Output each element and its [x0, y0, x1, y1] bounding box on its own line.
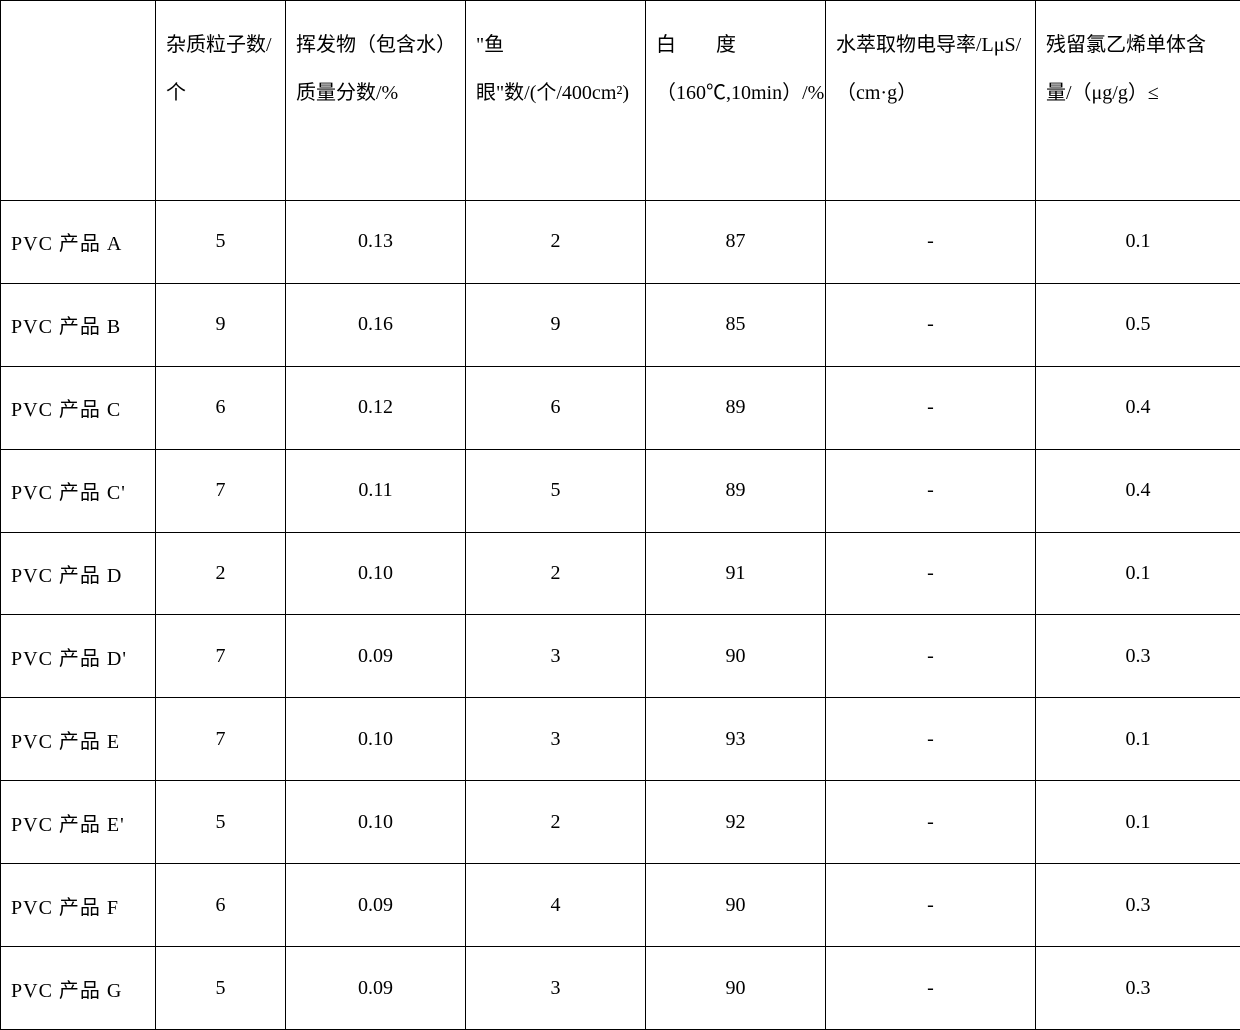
- cell: -: [826, 698, 1036, 781]
- table-body: PVC 产品 A 5 0.13 2 87 - 0.1 PVC 产品 B 9 0.…: [1, 201, 1240, 1030]
- cell: 6: [156, 366, 286, 449]
- table-row: PVC 产品 E 7 0.10 3 93 - 0.1: [1, 698, 1240, 781]
- cell: -: [826, 532, 1036, 615]
- cell: -: [826, 781, 1036, 864]
- cell: 0.1: [1036, 201, 1240, 284]
- cell: 0.5: [1036, 283, 1240, 366]
- cell: -: [826, 201, 1036, 284]
- cell: 2: [156, 532, 286, 615]
- table-row: PVC 产品 D' 7 0.09 3 90 - 0.3: [1, 615, 1240, 698]
- cell: 90: [646, 864, 826, 947]
- table-row: PVC 产品 G 5 0.09 3 90 - 0.3: [1, 947, 1240, 1030]
- cell: 5: [156, 781, 286, 864]
- row-label: PVC 产品 C: [1, 366, 156, 449]
- table-header-row: 杂质粒子数/个 挥发物（包含水）质量分数/% "鱼眼"数/(个/400cm²) …: [1, 1, 1240, 201]
- header-cell-impurity: 杂质粒子数/个: [156, 1, 286, 201]
- cell: 0.09: [286, 864, 466, 947]
- cell: 5: [156, 201, 286, 284]
- row-label: PVC 产品 C': [1, 449, 156, 532]
- cell: -: [826, 947, 1036, 1030]
- cell: 93: [646, 698, 826, 781]
- cell: 0.4: [1036, 366, 1240, 449]
- cell: -: [826, 366, 1036, 449]
- cell: 9: [466, 283, 646, 366]
- table-row: PVC 产品 A 5 0.13 2 87 - 0.1: [1, 201, 1240, 284]
- cell: 0.1: [1036, 781, 1240, 864]
- data-table: 杂质粒子数/个 挥发物（包含水）质量分数/% "鱼眼"数/(个/400cm²) …: [0, 0, 1240, 1030]
- cell: 6: [466, 366, 646, 449]
- table-row: PVC 产品 F 6 0.09 4 90 - 0.3: [1, 864, 1240, 947]
- cell: 5: [466, 449, 646, 532]
- cell: 0.3: [1036, 947, 1240, 1030]
- header-cell-residual: 残留氯乙烯单体含量/（μg/g）≤: [1036, 1, 1240, 201]
- cell: 3: [466, 615, 646, 698]
- cell: 3: [466, 947, 646, 1030]
- cell: 0.12: [286, 366, 466, 449]
- cell: 6: [156, 864, 286, 947]
- cell: 5: [156, 947, 286, 1030]
- cell: -: [826, 449, 1036, 532]
- header-cell-whiteness: 白 度（160℃,10min）/%: [646, 1, 826, 201]
- cell: 7: [156, 449, 286, 532]
- cell: 2: [466, 781, 646, 864]
- cell: 4: [466, 864, 646, 947]
- row-label: PVC 产品 A: [1, 201, 156, 284]
- header-cell-volatile: 挥发物（包含水）质量分数/%: [286, 1, 466, 201]
- row-label: PVC 产品 F: [1, 864, 156, 947]
- table-row: PVC 产品 D 2 0.10 2 91 - 0.1: [1, 532, 1240, 615]
- row-label: PVC 产品 E: [1, 698, 156, 781]
- cell: 91: [646, 532, 826, 615]
- row-label: PVC 产品 G: [1, 947, 156, 1030]
- table-row: PVC 产品 E' 5 0.10 2 92 - 0.1: [1, 781, 1240, 864]
- cell: 0.09: [286, 947, 466, 1030]
- cell: 0.11: [286, 449, 466, 532]
- cell: 0.1: [1036, 532, 1240, 615]
- header-cell-conductivity: 水萃取物电导率/LμS/（cm·g）: [826, 1, 1036, 201]
- cell: 0.09: [286, 615, 466, 698]
- cell: 0.4: [1036, 449, 1240, 532]
- cell: 0.10: [286, 532, 466, 615]
- cell: 0.1: [1036, 698, 1240, 781]
- cell: -: [826, 864, 1036, 947]
- cell: 0.3: [1036, 615, 1240, 698]
- cell: 3: [466, 698, 646, 781]
- cell: 85: [646, 283, 826, 366]
- row-label: PVC 产品 E': [1, 781, 156, 864]
- cell: 90: [646, 615, 826, 698]
- cell: 0.16: [286, 283, 466, 366]
- table-row: PVC 产品 B 9 0.16 9 85 - 0.5: [1, 283, 1240, 366]
- cell: 2: [466, 201, 646, 284]
- cell: 9: [156, 283, 286, 366]
- cell: 87: [646, 201, 826, 284]
- cell: 89: [646, 449, 826, 532]
- cell: 0.10: [286, 698, 466, 781]
- cell: 0.10: [286, 781, 466, 864]
- row-label: PVC 产品 B: [1, 283, 156, 366]
- cell: 7: [156, 615, 286, 698]
- header-cell-fisheye: "鱼眼"数/(个/400cm²): [466, 1, 646, 201]
- row-label: PVC 产品 D: [1, 532, 156, 615]
- cell: 2: [466, 532, 646, 615]
- cell: 90: [646, 947, 826, 1030]
- table-row: PVC 产品 C' 7 0.11 5 89 - 0.4: [1, 449, 1240, 532]
- cell: -: [826, 283, 1036, 366]
- header-cell-empty: [1, 1, 156, 201]
- cell: 0.3: [1036, 864, 1240, 947]
- row-label: PVC 产品 D': [1, 615, 156, 698]
- cell: 89: [646, 366, 826, 449]
- cell: 7: [156, 698, 286, 781]
- cell: -: [826, 615, 1036, 698]
- table-row: PVC 产品 C 6 0.12 6 89 - 0.4: [1, 366, 1240, 449]
- cell: 0.13: [286, 201, 466, 284]
- cell: 92: [646, 781, 826, 864]
